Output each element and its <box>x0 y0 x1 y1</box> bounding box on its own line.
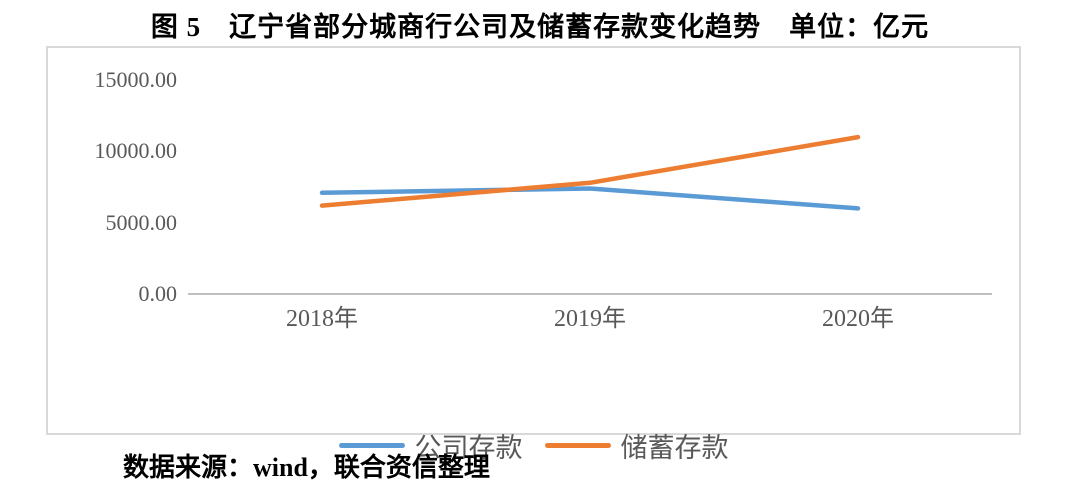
x-axis-tick-label-2020: 2020年 <box>822 306 894 332</box>
legend-label-savings-deposits: 储蓄存款 <box>620 433 729 463</box>
data-source-note: 数据来源：wind，联合资信整理 <box>123 453 490 482</box>
legend-swatch-company-deposits <box>338 443 405 448</box>
y-axis-tick-label-5000: 5000.00 <box>105 210 178 235</box>
x-axis-tick-label-2019: 2019年 <box>554 306 626 332</box>
legend: 公司存款 储蓄存款 <box>48 426 1019 465</box>
company-deposits-line <box>319 186 861 211</box>
y-axis-tick-label-0: 0.00 <box>138 281 178 306</box>
y-axis-tick-label-15000: 15000.00 <box>94 67 178 92</box>
x-axis-line <box>188 293 992 295</box>
chart-plot-area: 15000.00 10000.00 5000.00 0.00 2018年 201… <box>46 46 1021 463</box>
y-axis-tick-label-10000: 10000.00 <box>94 138 178 163</box>
savings-deposits-line <box>319 134 861 208</box>
line-plot <box>319 134 861 211</box>
legend-item-company-deposits: 公司存款 <box>338 426 523 465</box>
legend-item-savings-deposits: 储蓄存款 <box>544 426 729 465</box>
legend-swatch-savings-deposits <box>544 443 611 448</box>
x-axis-tick-label-2018: 2018年 <box>286 306 358 332</box>
legend-label-company-deposits: 公司存款 <box>414 433 523 463</box>
chart-title: 图 5 辽宁省部分城商行公司及储蓄存款变化趋势 单位：亿元 <box>150 12 930 42</box>
